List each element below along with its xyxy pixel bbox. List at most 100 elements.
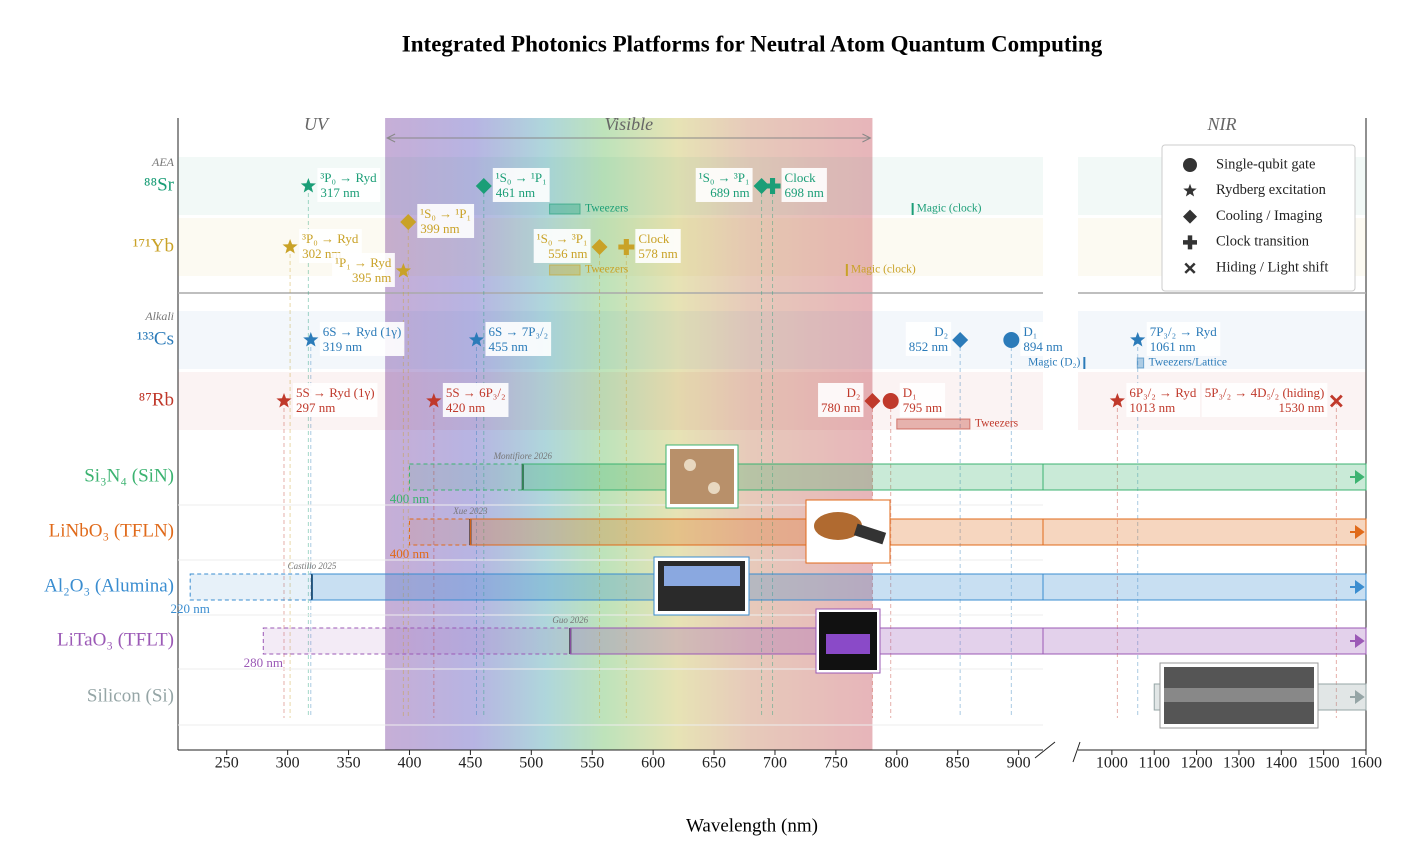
transition-label: 6S → Ryd (1γ) <box>323 324 402 339</box>
transition-marker <box>753 178 770 194</box>
label-background <box>905 321 952 356</box>
transition-label: 6P₃/₂ → Ryd <box>1129 385 1197 400</box>
plot-area: Visible UV NIR 250 300 350 400 450 500 550 600 650 7… <box>44 114 1382 772</box>
transition-value-label: 689 nm <box>710 185 749 200</box>
transition-marker <box>468 332 485 347</box>
transition-marker <box>618 239 635 255</box>
label-background <box>695 167 753 202</box>
platform-range <box>569 627 1044 655</box>
transition-label: 5S → Ryd (1γ) <box>296 385 375 400</box>
legend-label: Single-qubit gate <box>1216 156 1315 172</box>
transition-label: D₁ <box>903 385 917 400</box>
transition-value-label: 894 nm <box>1023 339 1062 354</box>
transition-marker <box>1329 394 1343 408</box>
transition-value-label: 395 nm <box>352 270 391 285</box>
transition-marker <box>300 178 316 193</box>
transition-value-label: 420 nm <box>446 400 485 415</box>
start-label: 400 nm <box>390 546 429 561</box>
transition-value-label: 461 nm <box>496 185 535 200</box>
platform-label: Silicon (Si) <box>87 685 174 706</box>
transition-marker <box>303 332 319 347</box>
x-tick-label: 1600 <box>1350 755 1382 772</box>
region-label: NIR <box>1207 114 1237 134</box>
label-background <box>781 167 827 202</box>
atom-label: ¹³³Cs <box>137 328 174 349</box>
legend-marker <box>1183 183 1197 197</box>
inset-image <box>664 566 740 586</box>
x-tick-label: 750 <box>824 755 848 772</box>
x-tick-label: 550 <box>580 755 604 772</box>
label-background <box>818 382 864 417</box>
x-tick-label: 400 <box>397 755 421 772</box>
transition-value-label: 455 nm <box>488 339 527 354</box>
range-arrow <box>1350 470 1365 484</box>
x-tick-label: 800 <box>885 755 909 772</box>
x-tick-label: 1400 <box>1265 755 1297 772</box>
tweezers-label: Tweezers <box>975 418 1019 430</box>
transition-value-label: 698 nm <box>785 185 824 200</box>
transition-marker <box>400 214 417 230</box>
transition-value-label: 1061 nm <box>1150 339 1196 354</box>
platform-range-dashed <box>408 518 471 546</box>
transition-label: ¹S₀ → ³P₁ <box>699 170 750 185</box>
x-tick-label: 900 <box>1007 755 1031 772</box>
transition-value-label: 578 nm <box>638 246 677 261</box>
transition-label: ³P₀ → Ryd <box>320 170 377 185</box>
x-axis-label: Wavelength (nm) <box>686 815 818 836</box>
platform-range-dashed <box>408 463 524 491</box>
x-tick-label: 350 <box>337 755 361 772</box>
transition-label: ¹S₀ → ¹P₁ <box>420 206 471 221</box>
label-background <box>1146 321 1221 356</box>
transition-value-label: 1013 nm <box>1129 400 1175 415</box>
transition-label: ¹P₁ → Ryd <box>335 255 392 270</box>
label-background <box>492 167 550 202</box>
tweezers-bar <box>896 418 971 430</box>
x-tick-label: 1100 <box>1139 755 1170 772</box>
legend-box <box>1161 144 1356 292</box>
group-label: AEA <box>151 155 175 169</box>
transition-marker <box>764 178 781 194</box>
start-label: 400 nm <box>390 491 429 506</box>
tweezers-bar <box>549 203 581 215</box>
legend-label: Hiding / Light shift <box>1216 260 1328 276</box>
start-label: 280 nm <box>244 655 283 670</box>
label-background <box>899 382 946 417</box>
tweezers-label: Tweezers <box>585 203 629 215</box>
x-tick-label: 1300 <box>1223 755 1255 772</box>
chart-title: Integrated Photonics Platforms for Neutr… <box>402 31 1103 56</box>
transition-value-label: 556 nm <box>548 246 587 261</box>
transition-marker <box>475 178 492 194</box>
transition-value-label: 319 nm <box>323 339 362 354</box>
label-background <box>319 321 405 356</box>
atom-label: ⁸⁸Sr <box>144 174 175 195</box>
inset-image <box>1164 688 1314 702</box>
cite-label: Montifiore 2026 <box>493 451 553 461</box>
platform-label: Si₃N₄ (SiN) <box>84 465 174 486</box>
range-arrow <box>1350 634 1365 648</box>
label-background <box>533 228 591 263</box>
tweezers-bar <box>549 264 581 276</box>
transition-label: 6S → 7P₃/₂ <box>488 324 548 339</box>
transition-marker <box>276 393 292 408</box>
tweezers-bar <box>1136 357 1145 369</box>
transition-value-label: 1530 nm <box>1278 400 1324 415</box>
platform-label: LiNbO₃ (TFLN) <box>49 520 174 541</box>
label-background <box>332 252 395 287</box>
cite-label: Guo 2026 <box>552 615 588 625</box>
transition-value-label: 399 nm <box>420 221 459 236</box>
atom-row-band <box>1078 311 1366 369</box>
x-tick-label: 300 <box>276 755 300 772</box>
inset-image <box>670 449 734 504</box>
x-tick-label: 1200 <box>1181 755 1213 772</box>
platform-range <box>1042 573 1367 601</box>
transition-label: ¹S₀ → ³P₁ <box>537 231 588 246</box>
x-tick-label: 250 <box>215 755 239 772</box>
platform-range-dashed <box>262 627 571 655</box>
legend-marker <box>1183 158 1197 172</box>
cite-label: Xue 2023 <box>452 506 488 516</box>
transition-label: D₂ <box>934 324 948 339</box>
cite-label: Castillo 2025 <box>288 561 337 571</box>
transition-marker <box>952 332 969 348</box>
platform-range <box>1042 627 1367 655</box>
